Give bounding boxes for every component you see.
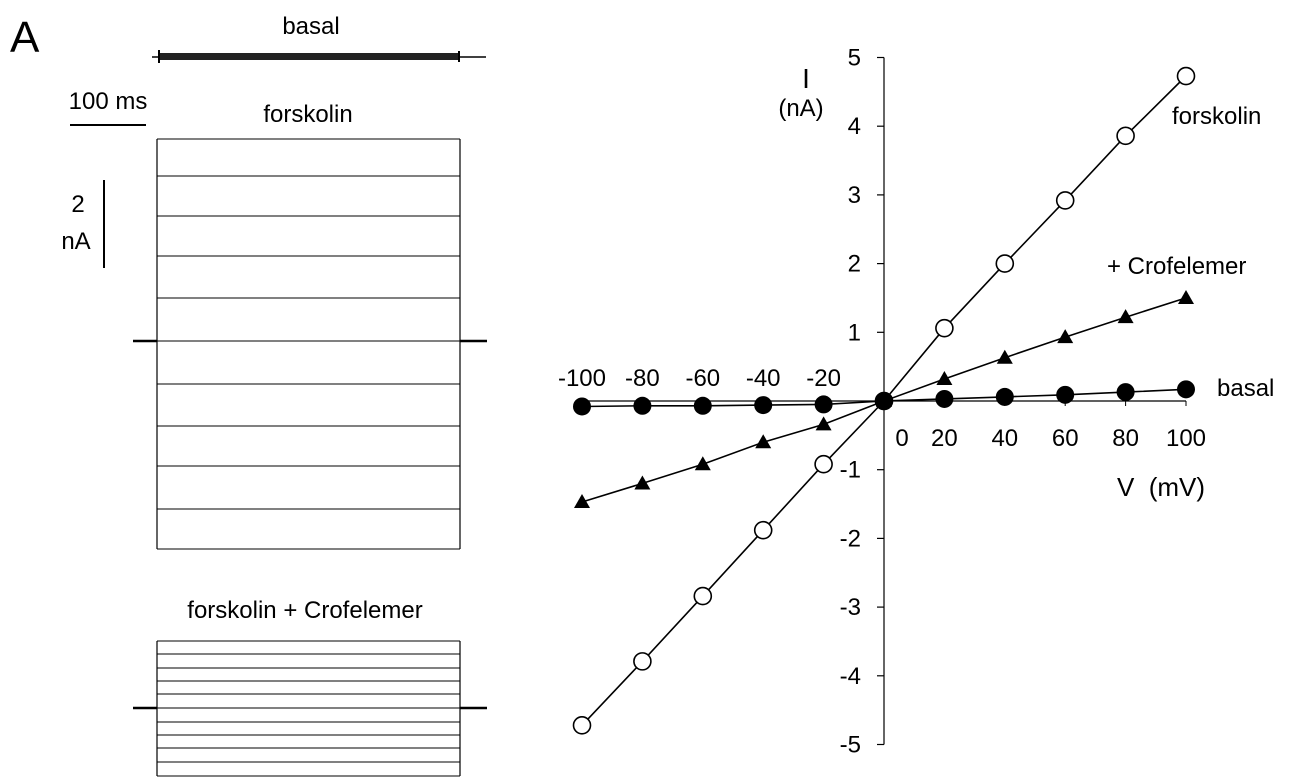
tick-labels: -5 -4 -3 -2 -1 1 2 3 4 5 -100 -80 -60 -40 -20 0 20 40 60 80… <box>558 45 1206 759</box>
x-axis-label: V (mV) <box>1117 472 1205 502</box>
data-point-crofelemer <box>694 456 711 471</box>
series-label-basal: basal <box>1217 375 1274 402</box>
data-point-basal <box>935 389 954 408</box>
data-point-basal <box>1177 380 1195 399</box>
y-axis-unit: (nA) <box>778 95 823 122</box>
series-label-forskolin: forskolin <box>1172 103 1261 130</box>
y-tick-label: 1 <box>848 319 861 346</box>
data-point-forskolin <box>814 454 833 474</box>
data-point-forskolin <box>935 318 954 338</box>
x-tick-label: -60 <box>685 365 720 392</box>
y-tick-label: -3 <box>840 594 861 621</box>
data-point-crofelemer <box>1117 309 1134 324</box>
data-point-forskolin <box>633 652 652 671</box>
iv-plot: -5 -4 -3 -2 -1 1 2 3 4 5 -100 -80 -60 -40 -20 0 20 40 60 80… <box>558 45 1274 759</box>
y-tick-label: 5 <box>848 45 861 72</box>
data-point-crofelemer <box>1178 289 1194 304</box>
data-point-basal <box>1056 385 1075 404</box>
x-tick-label: -100 <box>558 365 606 392</box>
y-tick-label: -2 <box>840 525 861 552</box>
crofelemer-trace-family <box>133 640 487 777</box>
data-point-basal <box>754 396 773 415</box>
current-scale-value: 2 <box>71 191 84 218</box>
data-point-forskolin <box>995 254 1015 273</box>
data-point-basal <box>995 387 1014 406</box>
x-tick-label: -40 <box>746 365 781 392</box>
y-tick-label: 3 <box>848 182 861 209</box>
data-point-forskolin <box>753 520 773 540</box>
y-tick-label: -4 <box>840 663 861 690</box>
data-point-crofelemer <box>574 493 590 508</box>
y-tick-label: -1 <box>840 457 861 484</box>
y-axis-label: I <box>802 63 810 94</box>
series-label-crofelemer: + Crofelemer <box>1107 253 1246 280</box>
data-point-basal <box>1116 383 1135 402</box>
forskolin-trace-label: forskolin <box>263 101 352 128</box>
data-point-forskolin <box>693 586 713 606</box>
y-tick-label: -5 <box>840 732 861 759</box>
time-scale-label: 100 ms <box>69 88 148 115</box>
data-point-forskolin <box>572 715 592 735</box>
crofelemer-trace-label: forskolin + Crofelemer <box>187 597 422 624</box>
data-point-crofelemer <box>996 349 1013 364</box>
data-point-forskolin <box>1176 66 1196 86</box>
basal-trace-label: basal <box>282 13 339 40</box>
current-traces: basal 100 ms 2 nA forskolin forskolin + … <box>61 13 487 777</box>
data-point-crofelemer <box>1057 329 1074 344</box>
x-tick-label: 0 <box>895 425 908 452</box>
current-scale-unit: nA <box>61 228 90 255</box>
data-point-crofelemer <box>634 475 651 490</box>
data-point-crofelemer <box>755 434 772 449</box>
panel-label: A <box>10 13 40 62</box>
basal-trace <box>152 50 486 63</box>
x-tick-label: 20 <box>931 425 958 452</box>
data-point-basal <box>693 396 712 415</box>
x-tick-label: 60 <box>1052 425 1079 452</box>
data-point-basal <box>633 396 652 415</box>
data-point-forskolin <box>1116 126 1135 146</box>
x-tick-label: 80 <box>1112 425 1139 452</box>
data-point-basal <box>573 397 591 416</box>
forskolin-trace-family <box>133 138 487 550</box>
y-tick-label: 2 <box>848 251 861 278</box>
data-point-basal <box>814 395 833 414</box>
x-tick-label: 40 <box>991 425 1018 452</box>
data-point-crofelemer <box>815 416 832 431</box>
data-point-basal <box>875 392 893 410</box>
x-tick-label: 100 <box>1166 425 1206 452</box>
data-point-crofelemer <box>936 371 953 386</box>
series-points <box>572 66 1196 735</box>
data-point-forskolin <box>1055 191 1075 210</box>
y-tick-label: 4 <box>848 113 861 140</box>
x-tick-label: -80 <box>625 365 660 392</box>
x-tick-label: -20 <box>806 365 841 392</box>
